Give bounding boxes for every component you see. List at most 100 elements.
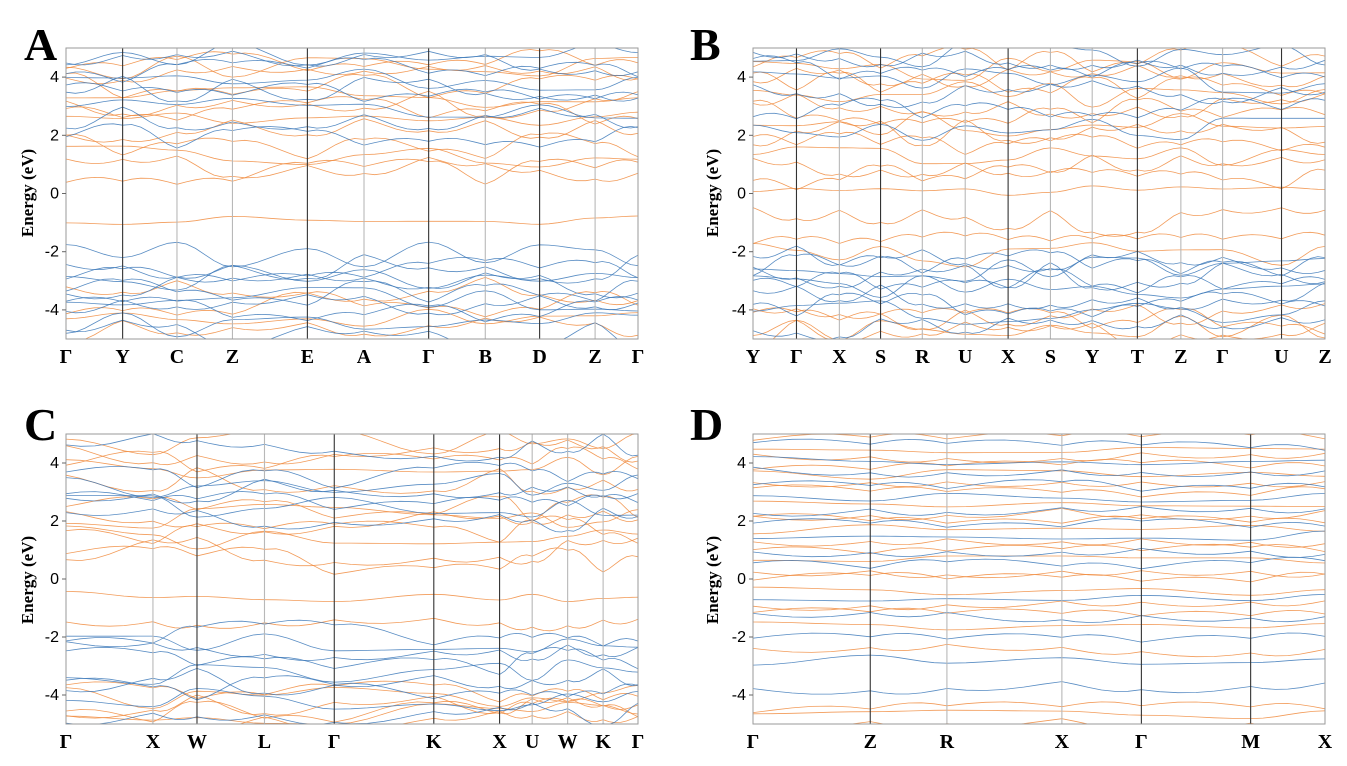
band-orange [66,515,638,545]
k-point-label: U [958,346,972,368]
bands-group [66,434,638,724]
band-blue [753,681,1325,695]
band-orange [753,469,1325,480]
band-orange [66,49,638,72]
k-point-label: Y [115,346,130,368]
band-blue [66,659,638,685]
band-orange [66,617,638,632]
band-blue [66,619,638,647]
plot-area-B: -4 -2 0 2 4 Y Γ X S R U X S Y T Z Γ U Z [732,47,1332,368]
plot-frame [752,47,1326,340]
k-point-label: L [258,731,271,753]
band-orange [753,434,1325,441]
k-point-label: D [532,346,546,368]
y-axis-label-B: Energy (eV) [703,149,722,237]
k-point-label: E [301,346,314,368]
y-tick-label: 2 [50,513,59,530]
y-tick-label: 0 [737,186,746,203]
y-tick-label: -4 [732,302,746,319]
band-blue [753,268,1325,294]
band-orange [753,621,1325,631]
band-orange [753,207,1325,237]
y-axis-label-A: Energy (eV) [18,149,37,237]
band-blue [66,287,638,312]
y-tick-label: 2 [737,513,746,530]
k-point-label: T [1131,346,1145,368]
k-point-label: Γ [60,346,73,368]
band-orange [753,146,1325,166]
k-point-label: R [940,731,955,753]
panel-letter-C: C [24,399,57,450]
band-orange [753,81,1325,108]
band-blue [753,594,1325,602]
plot-frame [65,47,639,340]
band-orange [753,154,1325,178]
band-orange [753,71,1325,99]
k-point-label: K [595,731,611,753]
k-point-label: Γ [60,731,73,753]
band-orange [753,447,1325,454]
band-blue [66,272,638,300]
band-blue [753,556,1325,570]
band-blue [753,249,1325,277]
y-tick-label: 2 [737,127,746,144]
k-point-label: M [1241,731,1260,753]
k-point-label: X [146,731,161,753]
y-tick-label: -2 [45,244,59,261]
band-orange [753,64,1325,88]
band-blue [753,80,1325,108]
band-blue [753,50,1325,76]
band-orange [753,555,1325,564]
k-point-label: Y [1085,346,1100,368]
band-blue [753,492,1325,503]
panel-B: B Energy (eV) -4 -2 0 2 4 Y Γ X S R U X S Y T Z Γ U Z [690,19,1332,368]
k-point-label: U [1274,346,1288,368]
band-orange [753,93,1325,119]
k-point-label: Z [1174,346,1187,368]
band-blue [753,97,1325,120]
k-point-label: Γ [422,346,435,368]
k-point-label: Γ [328,731,341,753]
y-tick-label: -2 [732,629,746,646]
band-orange [753,131,1325,155]
band-orange [753,303,1325,331]
k-point-label: Y [746,346,761,368]
band-blue [753,117,1325,141]
k-point-label: A [357,346,372,368]
k-point-label: W [187,731,207,753]
k-point-label: X [832,346,847,368]
band-orange [66,545,638,575]
y-tick-label: -4 [45,302,59,319]
band-blue [753,282,1325,310]
band-blue [753,314,1325,339]
band-blue [753,67,1325,94]
band-blue [66,667,638,696]
band-blue [753,654,1325,666]
k-point-label: R [915,346,930,368]
band-orange [753,48,1325,73]
panel-letter-A: A [24,19,57,70]
k-point-label: Γ [747,731,760,753]
k-point-label: Z [226,346,239,368]
y-tick-label: 0 [50,571,59,588]
k-point-label: X [1318,731,1333,753]
band-blue [66,241,638,268]
panel-letter-D: D [690,399,723,450]
band-orange [753,500,1325,508]
band-orange [753,111,1325,137]
k-point-label: W [558,731,578,753]
band-orange [753,570,1325,579]
y-tick-label: -2 [732,244,746,261]
k-point-label: K [426,731,442,753]
band-blue [66,461,638,489]
y-tick-label: 4 [50,455,59,472]
band-orange [753,185,1325,196]
k-point-label: Γ [1135,731,1148,753]
y-tick-label: 4 [737,69,746,86]
k-point-label: Γ [790,346,803,368]
band-blue [753,632,1325,643]
band-blue [753,300,1325,325]
y-tick-label: -4 [732,687,746,704]
k-point-label: S [1045,346,1056,368]
band-orange [753,507,1325,521]
